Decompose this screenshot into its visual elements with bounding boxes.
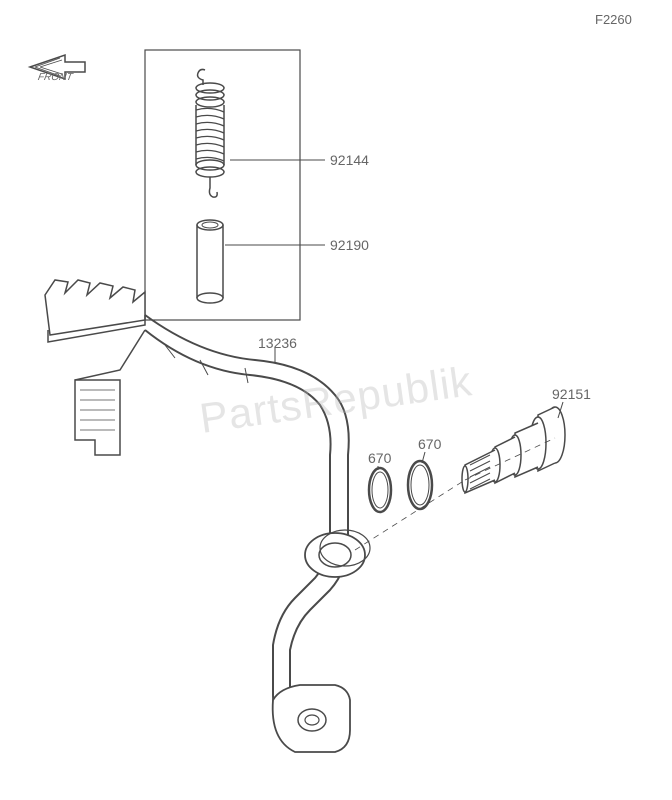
tube-part bbox=[197, 220, 223, 303]
bolt-label: 92151 bbox=[552, 386, 591, 402]
oring-part-left bbox=[369, 468, 391, 512]
oring-left-label: 670 bbox=[368, 450, 391, 466]
front-indicator-label: FRONT bbox=[37, 72, 73, 83]
tube-label: 92190 bbox=[330, 237, 369, 253]
brake-pedal-part bbox=[45, 280, 370, 752]
diagram-id-label: F2260 bbox=[595, 12, 632, 27]
oring-part-right bbox=[408, 461, 432, 509]
bolt-part bbox=[462, 407, 565, 493]
spring-label: 92144 bbox=[330, 152, 369, 168]
oring-right-label: 670 bbox=[418, 436, 441, 452]
spring-part bbox=[196, 69, 224, 197]
lever-label: 13236 bbox=[258, 335, 297, 351]
parts-diagram: F2260 FRONT 92144 92190 13236 670 670 92… bbox=[0, 0, 672, 800]
